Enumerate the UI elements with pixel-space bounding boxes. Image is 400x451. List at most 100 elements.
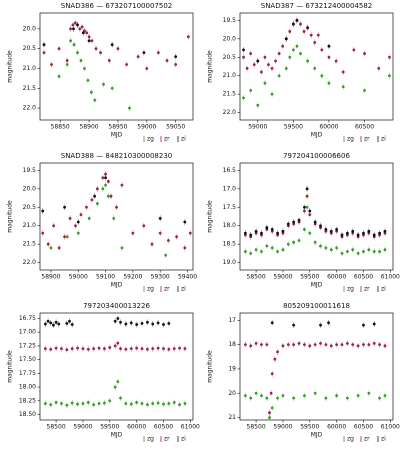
point	[41, 209, 45, 213]
panel: SNAD388 — 848210300008230 58900 59000 59100…	[7, 152, 198, 293]
point	[356, 344, 360, 348]
point	[49, 403, 53, 407]
point	[85, 205, 88, 209]
y-axis-label: magnitude	[207, 200, 214, 233]
point	[388, 74, 391, 78]
point	[174, 55, 178, 58]
point	[81, 347, 85, 351]
point	[140, 347, 144, 351]
point	[42, 51, 46, 55]
point	[49, 347, 53, 351]
legend-label: zr	[364, 286, 370, 293]
point	[70, 323, 74, 326]
point	[135, 346, 139, 350]
point	[273, 357, 277, 361]
point	[276, 231, 279, 235]
point	[254, 391, 258, 395]
point	[71, 23, 75, 27]
point	[274, 59, 277, 63]
point	[80, 25, 84, 29]
x-tick-label: 59500	[284, 124, 303, 131]
point	[74, 224, 77, 228]
point	[372, 250, 376, 253]
y-tick-label: 17.5	[223, 204, 237, 211]
point	[291, 22, 295, 26]
y-tick-label: 20.5	[23, 204, 37, 211]
point	[65, 403, 69, 407]
point	[72, 43, 76, 47]
point	[116, 47, 120, 51]
point	[260, 343, 263, 347]
point	[41, 231, 45, 235]
point	[299, 52, 302, 55]
x-tick-label: 59000	[73, 424, 92, 431]
x-tick-label: 59000	[69, 274, 88, 281]
point	[265, 396, 269, 400]
point	[378, 250, 381, 253]
point	[103, 401, 106, 405]
point	[151, 402, 155, 405]
x-tick-label: 58500	[47, 424, 66, 431]
legend-label: zr	[164, 286, 170, 293]
point	[367, 248, 371, 252]
point	[128, 106, 131, 110]
panel-title: SNAD388 — 848210300008230	[61, 152, 172, 160]
point	[297, 218, 301, 222]
y-tick-label: 16.5	[223, 167, 237, 174]
point	[341, 85, 345, 89]
point	[245, 66, 249, 70]
point	[313, 391, 317, 395]
point	[116, 317, 120, 320]
point	[135, 323, 139, 326]
point	[69, 39, 72, 43]
x-tick-label: 61000	[381, 274, 400, 281]
point	[363, 52, 366, 55]
point	[281, 44, 285, 48]
point	[158, 231, 162, 235]
point	[102, 82, 105, 86]
y-tick-label: 21.5	[23, 85, 37, 92]
point	[108, 399, 112, 403]
point	[319, 244, 322, 248]
point	[329, 229, 333, 233]
point	[259, 70, 263, 74]
point	[243, 343, 247, 347]
y-tick-label: 17	[228, 317, 236, 324]
y-tick-label: 20.5	[23, 45, 37, 52]
point	[69, 27, 72, 31]
point	[270, 321, 274, 325]
point	[52, 323, 55, 327]
point	[388, 55, 391, 59]
point	[292, 220, 296, 224]
y-tick-label: 21.5	[23, 241, 37, 248]
x-axis-label: MJD	[111, 432, 123, 439]
point	[92, 347, 96, 351]
legend-label: zg	[347, 136, 354, 143]
plot-frame	[239, 162, 394, 271]
point	[352, 48, 356, 52]
point	[284, 66, 288, 70]
point	[156, 346, 160, 350]
point	[103, 347, 106, 351]
x-axis-label: MJD	[111, 282, 123, 289]
point	[319, 323, 322, 327]
point	[162, 323, 165, 326]
point	[106, 194, 110, 198]
point	[65, 322, 69, 325]
point	[124, 322, 128, 326]
point	[334, 59, 338, 63]
point	[162, 347, 165, 351]
point	[351, 229, 355, 233]
point	[249, 344, 253, 348]
x-tick-label: 60000	[327, 274, 346, 281]
point	[329, 248, 333, 252]
y-tick-label: 22.0	[223, 109, 237, 116]
point	[242, 96, 245, 100]
point	[335, 394, 339, 398]
point	[335, 246, 339, 250]
point	[174, 63, 178, 66]
point	[324, 228, 328, 231]
point	[383, 229, 387, 233]
point	[125, 63, 129, 66]
